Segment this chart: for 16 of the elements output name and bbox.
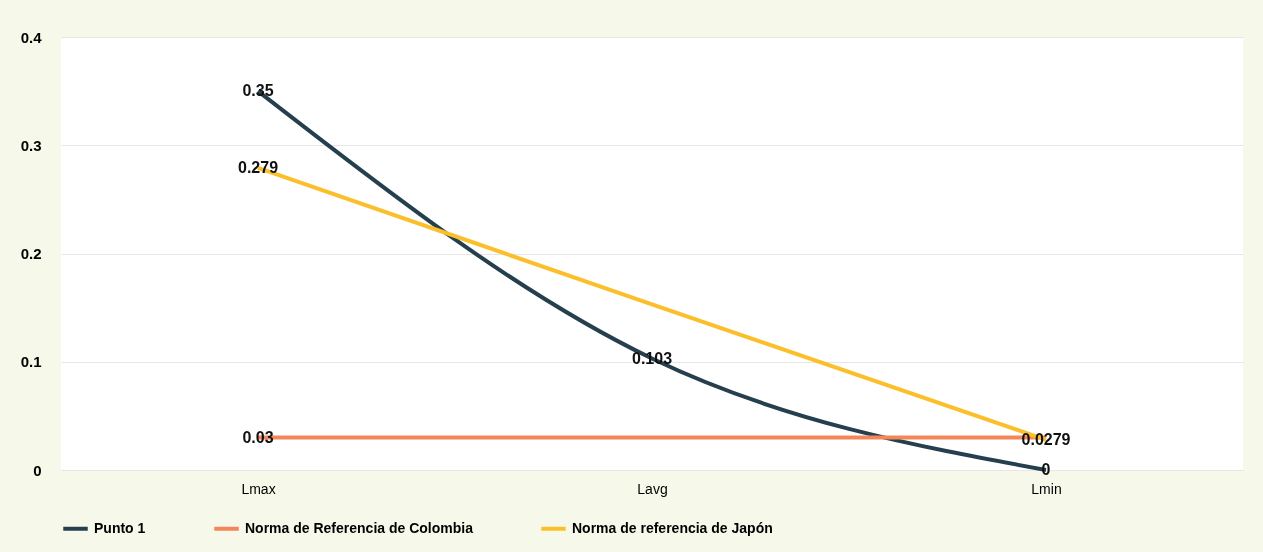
x-tick-label: Lavg — [637, 480, 668, 497]
legend-label: Norma de Referencia de Colombia — [245, 519, 474, 536]
y-tick-label: 0.2 — [20, 245, 42, 262]
x-tick-label: Lmax — [241, 480, 276, 497]
data-label: 0 — [1041, 461, 1051, 478]
legend-label: Punto 1 — [94, 519, 146, 536]
y-tick-label: 0.4 — [20, 28, 43, 46]
y-tick-label: 0.1 — [20, 353, 42, 371]
data-label: 0.35 — [242, 82, 274, 100]
data-label: 0.03 — [242, 428, 274, 446]
data-label: 0.279 — [237, 158, 279, 176]
y-tick-label: 0 — [33, 461, 42, 479]
y-tick-label: 0.3 — [20, 136, 42, 154]
data-label: 0.0279 — [1021, 430, 1071, 448]
legend-label: Norma de referencia de Japón — [572, 519, 773, 536]
x-tick-label: Lmin — [1031, 480, 1062, 497]
